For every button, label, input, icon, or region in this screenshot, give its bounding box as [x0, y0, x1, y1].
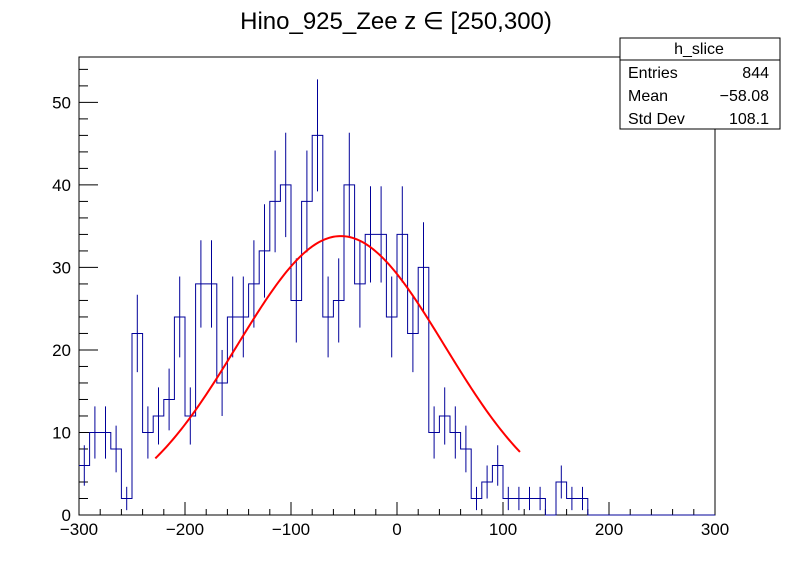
error-bars [83, 79, 583, 511]
stats-entries-label: Entries [628, 65, 678, 82]
x-tick-label: 200 [595, 520, 623, 539]
stats-box-frame [619, 37, 781, 130]
stats-mean-label: Mean [628, 88, 668, 105]
x-tick-label: −200 [166, 520, 204, 539]
stats-box: h_slice Entries 844 Mean −58.08 Std Dev … [619, 37, 781, 130]
x-tick-labels: −300 −200 −100 0 100 200 300 [60, 520, 729, 539]
x-tick-label: −100 [272, 520, 310, 539]
x-tick-label: 100 [489, 520, 517, 539]
chart-title: Hino_925_Zee z ∈ [250,300) [240, 8, 552, 35]
x-tick-label: −300 [60, 520, 98, 539]
y-tick-label: 10 [52, 423, 71, 442]
y-tick-label: 40 [52, 176, 71, 195]
stats-box-name: h_slice [674, 41, 724, 58]
gaussian-fit-curve [154, 235, 521, 460]
x-tick-label: 0 [392, 520, 401, 539]
x-tick-label: 300 [701, 520, 729, 539]
stats-entries-value: 844 [742, 65, 769, 82]
y-tick-label: 30 [52, 258, 71, 277]
y-tick-label: 50 [52, 93, 71, 112]
y-tick-labels: 0 10 20 30 40 50 [52, 93, 71, 525]
histogram-step-line [79, 134, 715, 516]
stats-mean-value: −58.08 [720, 88, 769, 105]
y-tick-label: 0 [62, 506, 71, 525]
stats-stddev-label: Std Dev [628, 111, 685, 128]
axis-ticks [78, 68, 716, 516]
stats-stddev-value: 108.1 [729, 111, 769, 128]
y-tick-label: 20 [52, 341, 71, 360]
